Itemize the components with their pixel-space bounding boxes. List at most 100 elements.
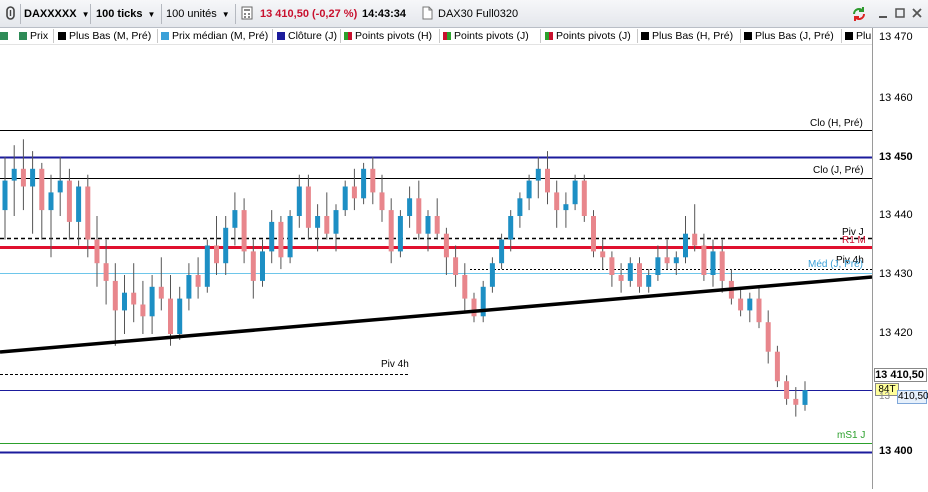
link-icon[interactable] (4, 6, 18, 20)
toolbar-separator (20, 4, 21, 24)
candle-up (627, 263, 633, 281)
legend-label: Plus Bas (M, Pré) (69, 30, 152, 42)
legend-item[interactable]: Plu (845, 29, 871, 44)
candle-down (103, 263, 109, 281)
candle-down (214, 245, 219, 264)
legend-swatch-icon (744, 32, 752, 40)
bid-prefix: 13 (879, 391, 891, 402)
legend-item[interactable]: Points pivots (J) (443, 29, 529, 44)
legend-swatch-icon (277, 32, 285, 40)
legend-item[interactable]: Points pivots (H) (344, 29, 432, 44)
candle-down (774, 351, 780, 382)
candle-down (158, 286, 164, 299)
candle-down (434, 216, 440, 234)
file-icon[interactable] (420, 6, 434, 20)
calculator-icon[interactable] (240, 6, 254, 20)
axis-tick-label: 13 440 (879, 209, 913, 221)
legend-separator (157, 29, 158, 43)
candle-down (471, 298, 477, 317)
candle-down (131, 292, 137, 305)
sync-icon[interactable] (851, 6, 865, 21)
trend-line (0, 275, 873, 354)
candle-down (701, 245, 707, 275)
candle-down (756, 298, 762, 323)
candle-down (618, 275, 624, 281)
legend-item[interactable]: Plus Bas (J, Pré) (744, 29, 834, 44)
candle-down (241, 210, 247, 252)
legend-item[interactable]: Clôture (J) (277, 29, 337, 44)
candle-up (489, 263, 495, 287)
price-chart[interactable]: Clo (H, Pré) Clo (J, Pré) Piv J R1 M Piv… (0, 45, 873, 489)
legend-item[interactable]: Prix médian (M, Pré) (161, 29, 268, 44)
legend-swatch-icon (641, 32, 649, 40)
candle-down (66, 180, 72, 222)
candle-up (232, 210, 238, 228)
legend-item[interactable]: Plus Bas (M, Pré) (58, 29, 151, 44)
candle-down (600, 251, 606, 258)
candle-down (278, 221, 284, 258)
instrument-name: DAX30 Full0320 (438, 8, 519, 20)
ticks-selector[interactable]: 100 ticks ▼ (96, 5, 155, 23)
candle-down (545, 168, 550, 193)
level-label-piv-4h-left: Piv 4h (381, 359, 409, 370)
candle-up (710, 251, 716, 275)
maximize-icon[interactable] (893, 6, 907, 20)
legend-swatch-icon (19, 32, 27, 40)
candle-down (324, 216, 330, 234)
legend-item[interactable]: Plus Bas (H, Pré) (641, 29, 733, 44)
legend-item[interactable]: Prix (19, 29, 48, 44)
legend-label: Points pivots (J) (556, 30, 631, 42)
legend-separator (272, 29, 273, 43)
axis-tick-label: 13 460 (879, 92, 913, 104)
candle-up (122, 292, 127, 311)
price-chart-canvas[interactable] (0, 45, 873, 489)
candle-up (48, 192, 54, 211)
candle-down (370, 168, 376, 193)
candle-up (683, 233, 688, 258)
candle-up (480, 286, 486, 317)
level-label-r1-m: R1 M (842, 235, 866, 246)
price-axis[interactable]: 13 470 13 460 13 450 13 440 13 430 13 42… (872, 28, 928, 489)
candle-up (646, 275, 652, 287)
legend-label: Points pivots (H) (355, 30, 433, 42)
candle-up (204, 245, 210, 287)
candle-down (765, 322, 771, 352)
close-icon[interactable] (910, 6, 924, 20)
legend-separator (841, 29, 842, 43)
candle-up (287, 216, 293, 258)
legend-separator (637, 29, 638, 43)
candle-up (747, 298, 753, 311)
level-label-ms1-j: mS1 J (837, 430, 866, 441)
legend-swatch-icon (58, 32, 66, 40)
units-selector[interactable]: 100 unités ▼ (166, 5, 230, 23)
candle-up (76, 186, 82, 222)
candle-down (379, 192, 385, 211)
candle-up (517, 198, 523, 216)
legend-swatch-icon (443, 32, 451, 40)
ticks-label: 100 ticks (96, 8, 143, 20)
toolbar-separator (235, 4, 236, 24)
axis-tick-label: 13 430 (879, 268, 913, 280)
legend-item[interactable]: Points pivots (J) (545, 29, 631, 44)
symbol-selector[interactable]: DAXXXXX ▼ (24, 5, 90, 23)
candle-down (591, 216, 596, 252)
chevron-down-icon: ▼ (147, 10, 156, 19)
legend-item[interactable] (0, 29, 11, 44)
candle-up (508, 216, 514, 240)
symbol-label: DAXXXXX (24, 8, 77, 20)
quote-change: 13 410,50 (-0,27 %) (260, 8, 358, 20)
legend-label: Prix (30, 30, 49, 42)
toolbar-separator (161, 4, 162, 24)
candle-down (581, 180, 587, 216)
candle-down (692, 233, 698, 246)
minimize-icon[interactable] (876, 6, 890, 20)
axis-tick-label: 13 400 (879, 445, 913, 457)
legend-label: Prix médian (M, Pré) (172, 30, 269, 42)
candle-up (342, 186, 348, 211)
indicator-legend: Prix Plus Bas (M, Pré) Prix médian (M, P… (0, 28, 872, 45)
candle-up (425, 216, 431, 234)
candle-down (609, 257, 615, 275)
units-label: 100 unités (166, 8, 217, 20)
candle-up (802, 390, 808, 405)
candle-up (535, 168, 541, 181)
